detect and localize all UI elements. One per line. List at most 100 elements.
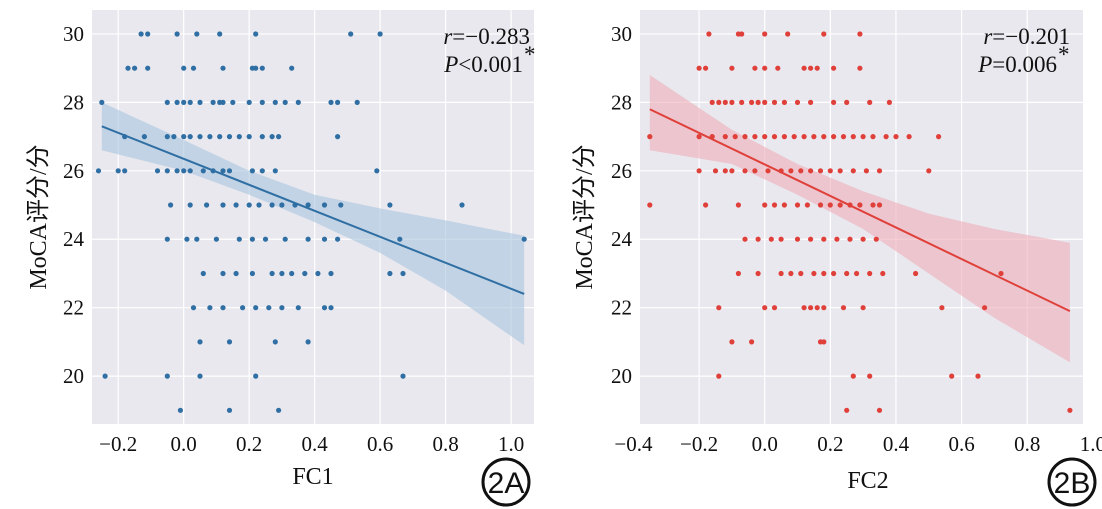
panel-a-xtick-label-0: −0.2: [99, 432, 137, 456]
panel-a-point-11: [181, 65, 187, 71]
panel-a-ylabel: MoCA评分/分: [25, 144, 52, 289]
panel-a-point-92: [321, 236, 328, 242]
panel-b-point-91: [755, 236, 761, 242]
panel-b-point-95: [808, 236, 814, 242]
panel-a-point-13: [220, 65, 226, 71]
panel-b: −0.4 −0.2 0.0 0.2 0.4 0.6 0.8 1.0 202224262830 …: [571, 10, 1102, 507]
panel-a-xlabel: FC1: [292, 464, 333, 490]
panel-b-point-137: [1067, 407, 1073, 413]
panel-b-point-23: [749, 99, 755, 105]
panel-b-xtick-label-3: 0.2: [817, 432, 843, 456]
panel-b-point-24: [755, 99, 761, 105]
panel-a-point-6: [348, 31, 354, 37]
panel-b-ylabel: MoCA评分/分: [571, 144, 598, 289]
panel-b-point-8: [703, 65, 709, 71]
panel-a-yticks: 20 22 24 26 28 30: [63, 22, 85, 388]
panel-a-point-119: [226, 339, 233, 345]
panel-a-point-59: [187, 168, 193, 174]
panel-a-point-69: [187, 202, 193, 208]
panel-a-point-15: [253, 65, 259, 71]
panel-a-point-73: [246, 202, 252, 208]
panel-a-ytick-label-1: 22: [63, 296, 84, 320]
panel-b-point-133: [949, 373, 955, 379]
panel-a-label: 2A: [488, 467, 525, 500]
panel-b-point-76: [703, 202, 709, 208]
panel-a-point-103: [302, 270, 308, 277]
panel-a-ytick-label-3: 26: [63, 159, 84, 183]
panel-b-ytick-label-3: 26: [611, 159, 632, 183]
panel-a-point-81: [387, 202, 393, 208]
panel-b-point-134: [975, 373, 981, 379]
panel-a-regression-line: [101, 125, 525, 295]
panel-b-point-18: [709, 99, 715, 105]
panel-a-point-43: [207, 134, 213, 140]
panel-a-point-47: [246, 134, 252, 140]
panel-b-point-82: [804, 202, 811, 208]
panel-a-ci-band: [101, 102, 525, 346]
panel-a-xtick-label-5: 0.8: [432, 432, 458, 456]
panel-a-point-50: [276, 134, 282, 140]
panel-a-point-91: [305, 236, 311, 242]
panel-b-point-101: [735, 270, 742, 277]
panel-b-point-116: [762, 305, 768, 311]
panel-b-point-94: [794, 236, 801, 242]
panel-b-point-3: [762, 31, 768, 37]
panel-b-point-117: [771, 305, 778, 311]
panel-a-point-82: [459, 202, 465, 208]
panel-b-point-31: [844, 99, 850, 105]
panel-b-ci-band: [649, 75, 1070, 363]
panel-b-point-65: [788, 168, 794, 174]
panel-a-point-31: [282, 99, 288, 105]
panel-b-point-87: [857, 202, 863, 208]
panel-b-point-25: [762, 99, 768, 105]
panel-a-point-1: [145, 31, 151, 37]
panel-b-point-75: [647, 202, 653, 208]
panel-b-p-mark: *: [1058, 42, 1070, 67]
panel-a-point-99: [249, 270, 255, 277]
panel-a-point-49: [269, 134, 275, 140]
panel-a-point-24: [210, 99, 216, 105]
panel-a-point-62: [220, 168, 226, 174]
panel-b-point-27: [781, 99, 788, 105]
panel-b-point-97: [834, 236, 840, 242]
panel-b-point-100: [873, 236, 879, 242]
panel-a-point-116: [321, 305, 328, 311]
panel-a-point-80: [338, 202, 344, 208]
panel-a-point-30: [272, 99, 278, 105]
panel-b-point-40: [752, 134, 758, 140]
panel-b-point-0: [706, 31, 712, 37]
panel-b-point-132: [867, 373, 873, 379]
panel-a-point-64: [249, 168, 255, 174]
panel-a-point-85: [194, 236, 200, 242]
panel-b-point-57: [696, 168, 702, 174]
panel-b-point-81: [794, 202, 801, 208]
panel-b-xtick-label-4: 0.4: [883, 432, 910, 456]
panel-a-point-42: [197, 134, 203, 140]
panel-b-point-88: [870, 202, 876, 208]
panel-a-point-38: [164, 134, 170, 140]
panel-a-point-75: [269, 202, 275, 208]
panel-b-point-83: [817, 202, 824, 208]
panel-a-xtick-label-4: 0.6: [367, 432, 393, 456]
panel-a-point-96: [200, 270, 206, 277]
panel-a-point-22: [187, 99, 193, 105]
panel-b-point-109: [844, 270, 850, 277]
panel-b-point-71: [850, 168, 856, 174]
panel-a-point-125: [253, 373, 259, 379]
panel-a-point-39: [171, 134, 177, 140]
panel-b-xtick-label-6: 0.8: [1014, 432, 1040, 456]
panel-a-point-12: [190, 65, 197, 71]
panel-b-point-79: [771, 202, 778, 208]
panel-b-point-84: [827, 202, 833, 208]
panel-b-point-103: [778, 270, 784, 277]
panel-b-point-34: [647, 134, 653, 140]
panel-b-point-59: [722, 168, 728, 174]
panel-b-xlabel: FC2: [847, 468, 888, 494]
panel-b-point-136: [876, 407, 883, 413]
panel-a-xtick-label-2: 0.2: [236, 432, 262, 456]
panel-a-point-78: [305, 202, 311, 208]
panel-b-point-123: [860, 305, 866, 311]
panel-b-point-92: [768, 236, 774, 242]
panel-b-point-14: [808, 65, 814, 71]
panel-b-points: [647, 31, 1073, 413]
